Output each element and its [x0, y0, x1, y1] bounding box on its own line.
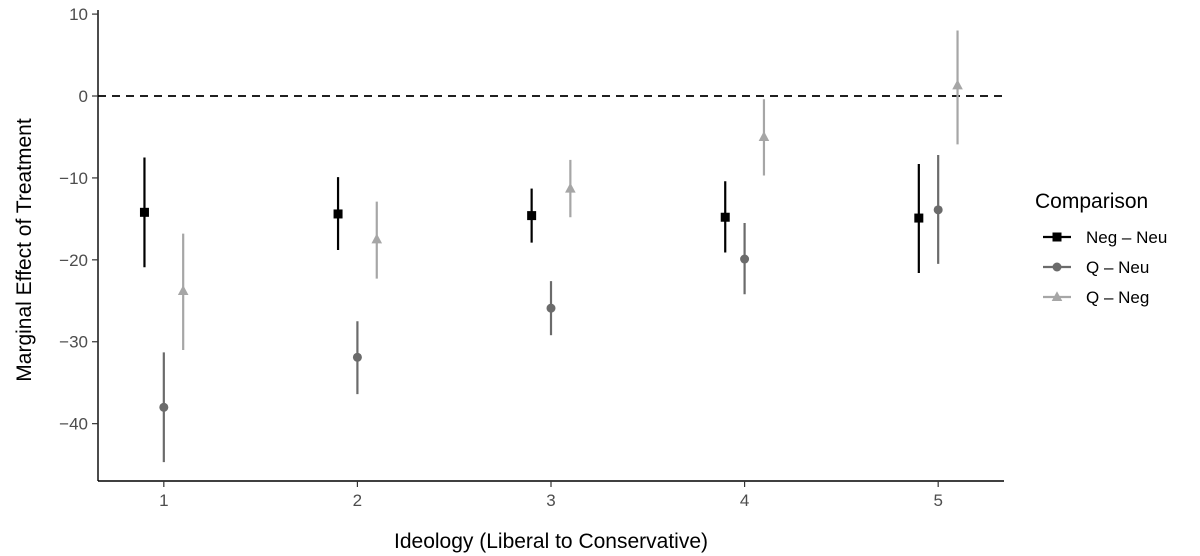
data-point: [914, 213, 924, 223]
y-axis-title: Marginal Effect of Treatment: [13, 118, 36, 382]
data-point: [740, 254, 750, 264]
data-point: [933, 205, 943, 215]
legend-item: Neg – Neu: [1043, 228, 1167, 247]
data-point: [139, 207, 149, 217]
legend-title: Comparison: [1035, 190, 1148, 213]
data-point: [177, 285, 189, 295]
data-point: [952, 79, 963, 90]
data-point: [720, 212, 730, 222]
x-tick-label: 1: [159, 491, 168, 510]
legend-key-marker: [1051, 291, 1063, 301]
legend-key-marker: [1052, 262, 1062, 272]
series-3: [177, 30, 963, 350]
y-tick-label: −40: [59, 415, 88, 434]
x-tick-label: 3: [546, 491, 555, 510]
legend-key-marker: [1052, 232, 1062, 242]
x-axis-ticks: 1 2 3 4 5: [159, 481, 943, 510]
series-2: [159, 154, 943, 463]
legend-label: Q – Neg: [1086, 288, 1149, 307]
data-point: [159, 402, 169, 412]
data-point: [546, 303, 556, 313]
y-tick-label: 0: [79, 87, 88, 106]
data-point: [333, 209, 343, 219]
legend: Comparison Neg – Neu Q – Neu Q – Neg: [1035, 190, 1167, 307]
data-point: [565, 182, 576, 193]
plot-area: 10 0 −10 −20 −30 −40 1 2 3 4 5: [59, 5, 1004, 510]
x-axis-title: Ideology (Liberal to Conservative): [394, 530, 708, 553]
legend-label: Q – Neu: [1086, 258, 1149, 277]
data-point: [352, 352, 362, 362]
data-point: [371, 233, 383, 244]
y-tick-label: −30: [59, 333, 88, 352]
legend-items: Neg – Neu Q – Neu Q – Neg: [1043, 228, 1167, 307]
data-marks: [139, 30, 963, 463]
legend-item: Q – Neu: [1043, 258, 1149, 277]
legend-label: Neg – Neu: [1086, 228, 1167, 247]
series-1: [139, 157, 924, 273]
data-point: [758, 131, 770, 141]
x-tick-label: 4: [740, 491, 749, 510]
data-point: [527, 211, 537, 221]
x-tick-label: 5: [933, 491, 942, 510]
y-tick-label: −20: [59, 251, 88, 270]
y-tick-label: 10: [69, 5, 88, 24]
y-axis-ticks: 10 0 −10 −20 −30 −40: [59, 5, 98, 434]
y-tick-label: −10: [59, 169, 88, 188]
legend-item: Q – Neg: [1043, 288, 1149, 307]
x-tick-label: 2: [353, 491, 362, 510]
